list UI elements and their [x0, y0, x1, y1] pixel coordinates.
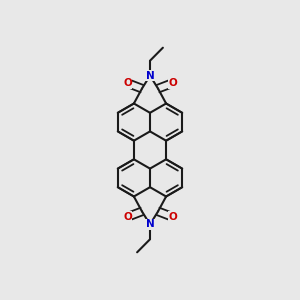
Text: O: O	[123, 212, 132, 222]
Text: N: N	[146, 219, 154, 230]
Text: N: N	[146, 70, 154, 81]
Text: O: O	[123, 78, 132, 88]
Text: O: O	[168, 78, 177, 88]
Text: O: O	[168, 212, 177, 222]
